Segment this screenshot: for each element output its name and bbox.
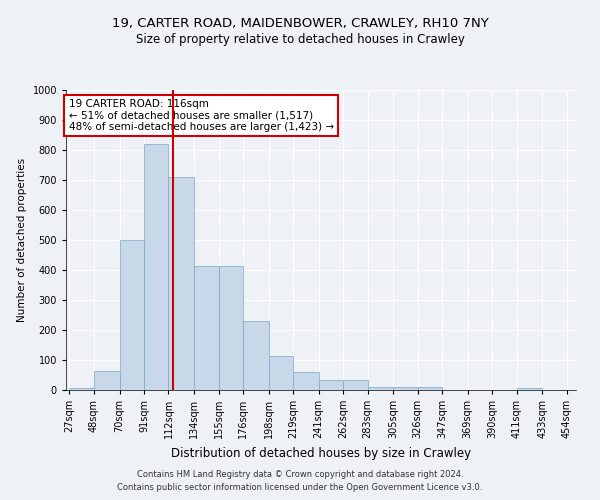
Bar [218,266,243,390]
Bar [343,380,368,390]
X-axis label: Distribution of detached houses by size in Crawley: Distribution of detached houses by size … [171,446,471,460]
Bar [119,240,144,390]
Bar [293,372,319,390]
Bar [70,388,94,390]
Text: 19 CARTER ROAD: 116sqm
← 51% of detached houses are smaller (1,517)
48% of semi-: 19 CARTER ROAD: 116sqm ← 51% of detached… [68,99,334,132]
Bar [144,144,169,390]
Text: 19, CARTER ROAD, MAIDENBOWER, CRAWLEY, RH10 7NY: 19, CARTER ROAD, MAIDENBOWER, CRAWLEY, R… [112,18,488,30]
Bar [243,321,269,390]
Bar [94,372,119,390]
Text: Contains HM Land Registry data © Crown copyright and database right 2024.
Contai: Contains HM Land Registry data © Crown c… [118,470,482,492]
Bar [169,177,194,390]
Text: Size of property relative to detached houses in Crawley: Size of property relative to detached ho… [136,32,464,46]
Bar [319,380,343,390]
Bar [517,388,542,390]
Bar [393,387,418,390]
Bar [418,387,442,390]
Bar [368,387,393,390]
Y-axis label: Number of detached properties: Number of detached properties [17,158,27,322]
Bar [269,356,293,390]
Bar [194,266,218,390]
